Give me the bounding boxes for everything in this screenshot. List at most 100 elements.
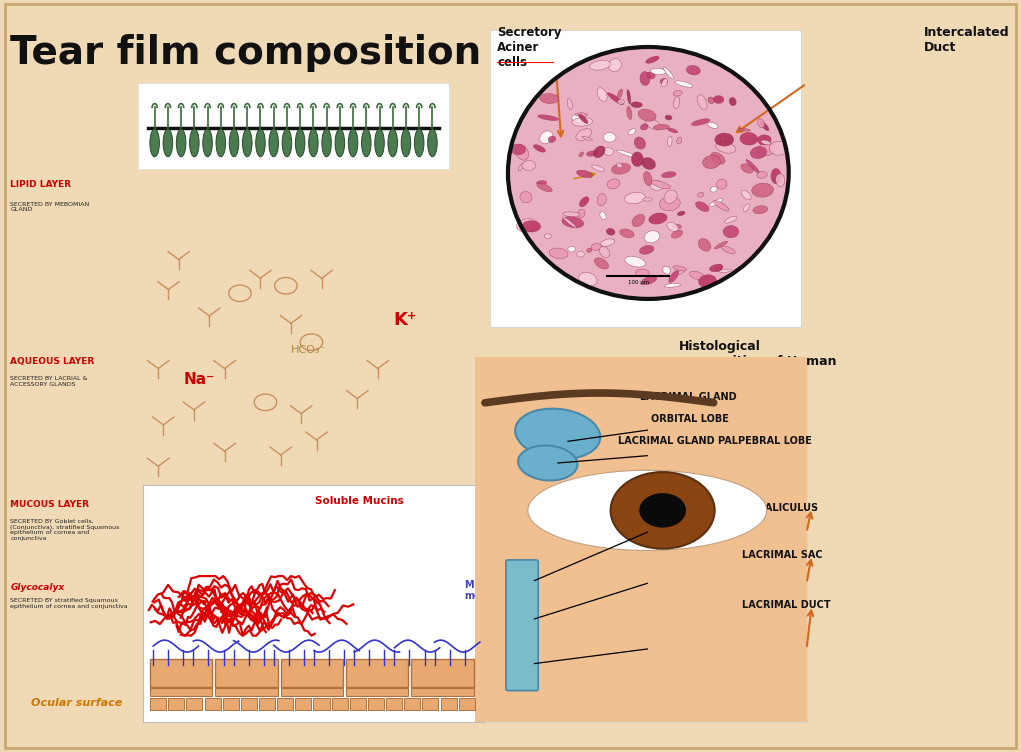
Ellipse shape bbox=[673, 265, 687, 271]
FancyBboxPatch shape bbox=[346, 688, 408, 696]
Ellipse shape bbox=[665, 115, 672, 120]
Ellipse shape bbox=[577, 251, 584, 257]
Circle shape bbox=[611, 472, 715, 549]
Ellipse shape bbox=[695, 202, 709, 211]
Ellipse shape bbox=[644, 231, 660, 243]
FancyBboxPatch shape bbox=[215, 688, 278, 696]
FancyBboxPatch shape bbox=[168, 698, 185, 710]
Ellipse shape bbox=[697, 95, 708, 110]
Text: AQUEOUS LAYER: AQUEOUS LAYER bbox=[10, 357, 95, 366]
Ellipse shape bbox=[711, 186, 717, 192]
Ellipse shape bbox=[740, 132, 758, 145]
Ellipse shape bbox=[771, 168, 781, 183]
FancyBboxPatch shape bbox=[350, 698, 366, 710]
Ellipse shape bbox=[757, 171, 768, 178]
FancyBboxPatch shape bbox=[404, 698, 421, 710]
Ellipse shape bbox=[746, 159, 760, 173]
Ellipse shape bbox=[562, 217, 584, 228]
Ellipse shape bbox=[401, 129, 410, 156]
Ellipse shape bbox=[664, 67, 674, 79]
FancyBboxPatch shape bbox=[313, 698, 330, 710]
Ellipse shape bbox=[516, 408, 600, 459]
Ellipse shape bbox=[672, 224, 682, 229]
Ellipse shape bbox=[618, 99, 625, 105]
FancyBboxPatch shape bbox=[241, 698, 257, 710]
Text: 100 μm: 100 μm bbox=[628, 280, 648, 285]
FancyBboxPatch shape bbox=[411, 659, 474, 687]
Ellipse shape bbox=[548, 136, 555, 142]
FancyBboxPatch shape bbox=[490, 30, 801, 327]
FancyBboxPatch shape bbox=[475, 357, 807, 722]
Ellipse shape bbox=[587, 248, 592, 253]
Ellipse shape bbox=[612, 163, 630, 174]
Ellipse shape bbox=[269, 129, 279, 156]
Text: Soluble Mucins: Soluble Mucins bbox=[314, 496, 403, 506]
Ellipse shape bbox=[698, 238, 711, 251]
Ellipse shape bbox=[702, 156, 721, 168]
Ellipse shape bbox=[667, 222, 679, 232]
Ellipse shape bbox=[686, 65, 700, 75]
Ellipse shape bbox=[628, 129, 636, 135]
Ellipse shape bbox=[519, 163, 524, 171]
Ellipse shape bbox=[510, 144, 526, 155]
Ellipse shape bbox=[677, 138, 682, 144]
Ellipse shape bbox=[533, 144, 545, 152]
Text: SECRETED BY Goblet cells,
(Conjunctiva), stratified Squamous
epithelium of corne: SECRETED BY Goblet cells, (Conjunctiva),… bbox=[10, 519, 119, 541]
Ellipse shape bbox=[597, 193, 606, 206]
Ellipse shape bbox=[549, 248, 568, 259]
Ellipse shape bbox=[216, 129, 226, 156]
Ellipse shape bbox=[715, 241, 728, 249]
Ellipse shape bbox=[640, 71, 650, 86]
Ellipse shape bbox=[645, 56, 660, 63]
Ellipse shape bbox=[761, 121, 769, 131]
Ellipse shape bbox=[752, 206, 768, 214]
Ellipse shape bbox=[675, 80, 693, 87]
Ellipse shape bbox=[743, 204, 749, 212]
Ellipse shape bbox=[668, 128, 678, 133]
Ellipse shape bbox=[600, 212, 606, 220]
Ellipse shape bbox=[375, 129, 384, 156]
Ellipse shape bbox=[669, 271, 679, 283]
Ellipse shape bbox=[538, 115, 558, 120]
Ellipse shape bbox=[522, 221, 541, 232]
Ellipse shape bbox=[725, 217, 737, 223]
Ellipse shape bbox=[663, 266, 671, 274]
Ellipse shape bbox=[640, 124, 648, 130]
Ellipse shape bbox=[711, 153, 725, 164]
FancyBboxPatch shape bbox=[423, 698, 438, 710]
Ellipse shape bbox=[716, 142, 736, 153]
Ellipse shape bbox=[255, 129, 265, 156]
Ellipse shape bbox=[617, 150, 636, 157]
Ellipse shape bbox=[177, 129, 186, 156]
Ellipse shape bbox=[578, 209, 585, 218]
Ellipse shape bbox=[708, 123, 718, 129]
Ellipse shape bbox=[593, 146, 605, 158]
Ellipse shape bbox=[673, 90, 682, 96]
Ellipse shape bbox=[638, 109, 657, 121]
Text: ORBITAL LOBE: ORBITAL LOBE bbox=[651, 414, 729, 424]
Ellipse shape bbox=[672, 230, 683, 238]
Ellipse shape bbox=[650, 68, 666, 74]
Ellipse shape bbox=[348, 129, 357, 156]
Ellipse shape bbox=[625, 256, 645, 267]
Ellipse shape bbox=[632, 214, 645, 226]
Ellipse shape bbox=[634, 137, 645, 149]
FancyBboxPatch shape bbox=[332, 698, 348, 710]
Ellipse shape bbox=[568, 246, 575, 252]
Ellipse shape bbox=[582, 136, 592, 141]
FancyBboxPatch shape bbox=[223, 698, 239, 710]
FancyBboxPatch shape bbox=[346, 659, 408, 687]
Ellipse shape bbox=[242, 129, 252, 156]
Text: LIPID LAYER: LIPID LAYER bbox=[10, 180, 71, 190]
Text: Mucin bound to
membrane: Mucin bound to membrane bbox=[465, 580, 550, 601]
Ellipse shape bbox=[575, 113, 587, 117]
Ellipse shape bbox=[518, 445, 578, 481]
Ellipse shape bbox=[563, 212, 580, 217]
FancyBboxPatch shape bbox=[187, 698, 202, 710]
Ellipse shape bbox=[606, 229, 615, 235]
Ellipse shape bbox=[641, 276, 657, 285]
Ellipse shape bbox=[603, 132, 616, 142]
Ellipse shape bbox=[597, 88, 607, 102]
Ellipse shape bbox=[428, 129, 437, 156]
Ellipse shape bbox=[738, 129, 750, 131]
